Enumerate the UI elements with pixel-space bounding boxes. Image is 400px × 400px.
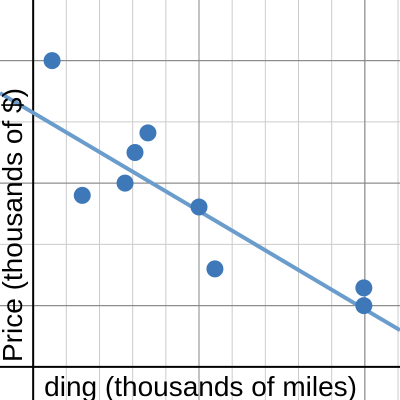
point [355,297,373,315]
point [116,174,134,192]
point [190,198,208,216]
x-axis-label: ding (thousands of miles) [44,371,357,400]
point [126,144,144,162]
point [206,260,224,278]
y-axis-label: Price (thousands of $) [0,88,28,362]
point [43,52,61,70]
point [355,279,373,297]
point [73,186,91,204]
point [139,124,157,142]
